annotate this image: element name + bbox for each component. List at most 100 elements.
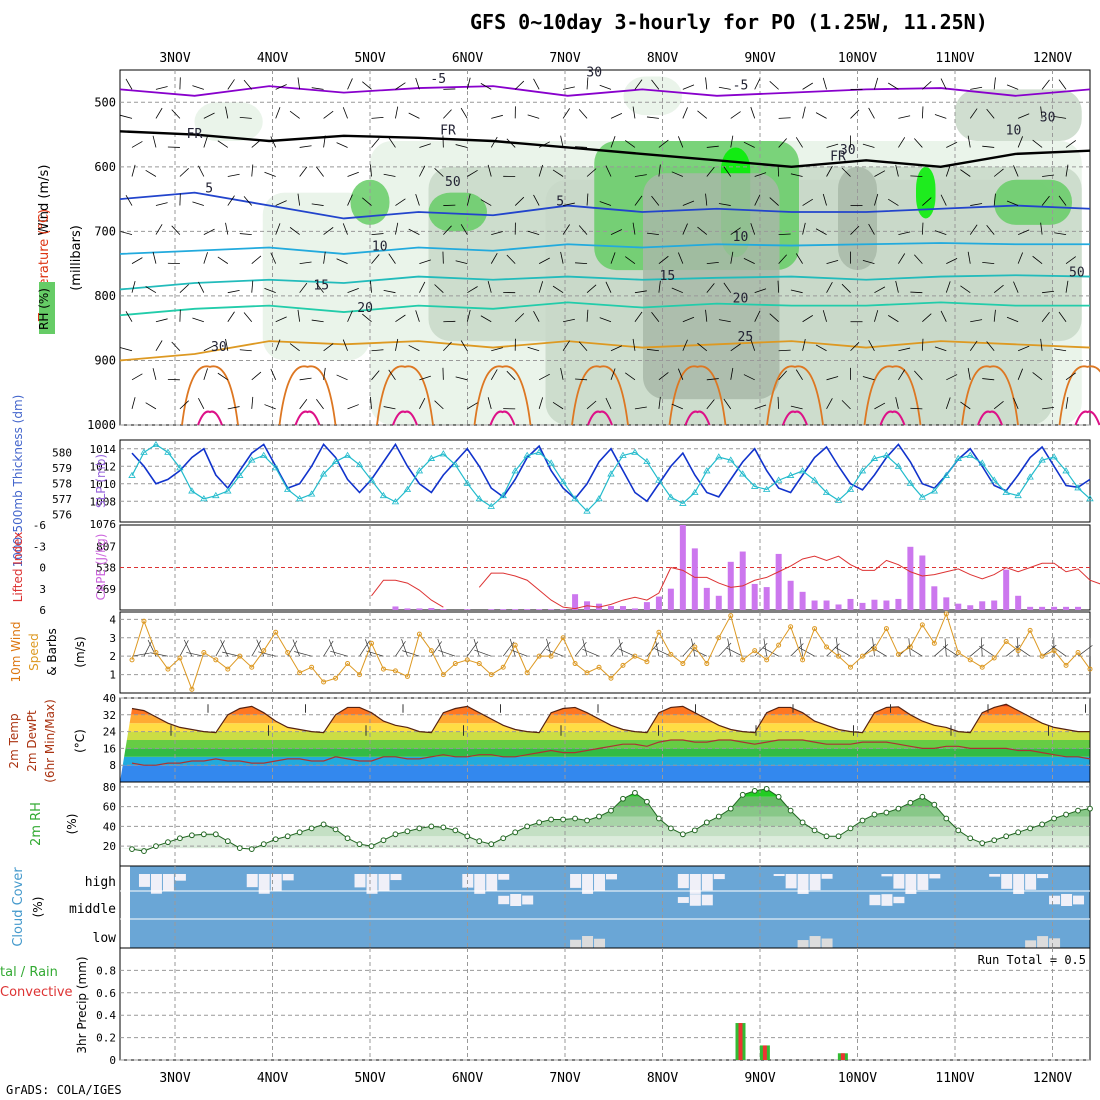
cape-bar — [428, 608, 435, 610]
rh-point — [177, 835, 183, 842]
date-label-top: 4NOV — [257, 51, 288, 66]
wind-barb — [1017, 136, 1024, 148]
rh-point — [188, 832, 195, 839]
cloud-high-gap — [570, 874, 582, 888]
thickness-point — [367, 476, 376, 483]
wind-barb — [131, 257, 143, 264]
thickness-point — [978, 459, 986, 466]
date-label-top: 7NOV — [549, 51, 580, 66]
thickness-point — [475, 495, 483, 502]
wind-barb — [466, 77, 471, 90]
wind-speed-point — [404, 673, 410, 679]
wind-barb — [777, 396, 780, 409]
isotherm-5 — [119, 191, 1091, 220]
wind-speed-point — [129, 657, 135, 663]
thickness-point — [727, 456, 735, 463]
wind-barb — [599, 84, 612, 90]
wind-speed-point — [680, 661, 686, 667]
wind-speed-point — [943, 611, 949, 617]
wind-barb — [560, 135, 564, 148]
wind-speed-point — [979, 664, 985, 670]
thickness-point — [1062, 467, 1070, 474]
ylabel-cloud-unit: (%) — [31, 897, 45, 918]
wind-barb — [718, 203, 731, 206]
wind-barb — [514, 313, 525, 323]
wind-barb — [850, 225, 860, 235]
wind-barb — [264, 171, 276, 177]
wind-speed-line — [131, 612, 1091, 691]
wind-barb — [1065, 256, 1076, 264]
wind-barb — [395, 314, 406, 323]
wind-barb — [487, 164, 492, 177]
wind-speed-point — [237, 653, 243, 659]
wind-speed-point — [345, 661, 351, 667]
wind-tick: 4 — [109, 613, 116, 626]
temp-band — [120, 756, 1090, 766]
wind-barb-10m — [654, 648, 672, 657]
wind-barb-10m — [654, 638, 660, 657]
wind-barb — [383, 289, 396, 294]
rh-point — [584, 817, 590, 824]
wind-barb — [323, 251, 326, 264]
wind-barb — [251, 164, 254, 177]
wind-barb — [777, 280, 780, 293]
date-label-bottom: 4NOV — [257, 1071, 288, 1086]
thickness-point — [858, 467, 867, 474]
cape-bar — [404, 608, 411, 610]
ylabel-rh2m-unit: (%) — [65, 814, 79, 835]
precip-conv-bar — [738, 1023, 743, 1060]
wind-barb — [383, 406, 396, 410]
ylabel-wind10m-c: & Barbs — [45, 628, 59, 676]
cape-bar — [727, 561, 734, 610]
wind-barb — [347, 78, 353, 90]
rh-point — [272, 836, 279, 843]
li-tick: 3 — [39, 583, 46, 596]
date-label-bottom: 12NOV — [1033, 1071, 1072, 1086]
isotherm-35-loop — [392, 410, 418, 426]
wind-barb — [868, 107, 875, 119]
wind-speed-point — [500, 664, 506, 670]
wind-barb — [874, 170, 886, 177]
wind-barb — [730, 343, 741, 352]
ylabel-wind10m-d: (m/s) — [73, 636, 87, 667]
isotherm-freezing — [119, 130, 1091, 169]
wind-barb — [388, 253, 396, 264]
wind-barb — [1017, 345, 1030, 352]
wind-barb — [514, 80, 525, 90]
temp-band — [120, 723, 1090, 732]
thickness-point — [307, 490, 316, 497]
ylabel-rh: RH (%) — [37, 288, 51, 330]
wind-barb — [841, 167, 851, 177]
cape-bar — [751, 583, 758, 610]
precip-panel — [119, 947, 1091, 1061]
wind-barb — [1041, 79, 1050, 90]
wind-speed-point — [321, 679, 327, 685]
rh-point — [847, 825, 854, 832]
thickness-point — [894, 462, 903, 469]
wind-barb — [217, 140, 229, 148]
wind-barb — [646, 116, 659, 119]
wind-barb-10m — [131, 652, 150, 657]
thickness-point — [715, 453, 723, 460]
wind-speed-point — [165, 666, 171, 672]
wind-barb-10m — [582, 648, 600, 657]
cloud-high-gap — [881, 874, 893, 877]
cape-bar — [643, 602, 650, 610]
cloud-low-gap — [582, 936, 594, 948]
cape-bar — [464, 609, 471, 610]
contour-label: -5 — [733, 78, 749, 93]
wind-barb — [275, 200, 287, 206]
cape-tick: 807 — [96, 540, 116, 553]
temp-band — [120, 765, 1090, 782]
wind-barb — [227, 79, 235, 90]
wind-barb — [723, 398, 732, 410]
thickness-point — [224, 487, 232, 494]
wind-speed-point — [907, 644, 913, 650]
rh-point — [320, 821, 327, 828]
isotherm-30-loop — [1058, 365, 1100, 426]
wind-barb-10m — [834, 646, 851, 657]
rh-point — [500, 835, 507, 842]
ylabel-rh2m: 2m RH — [29, 802, 44, 846]
wind-barb — [898, 369, 906, 381]
cloud-high-gap — [606, 874, 617, 880]
